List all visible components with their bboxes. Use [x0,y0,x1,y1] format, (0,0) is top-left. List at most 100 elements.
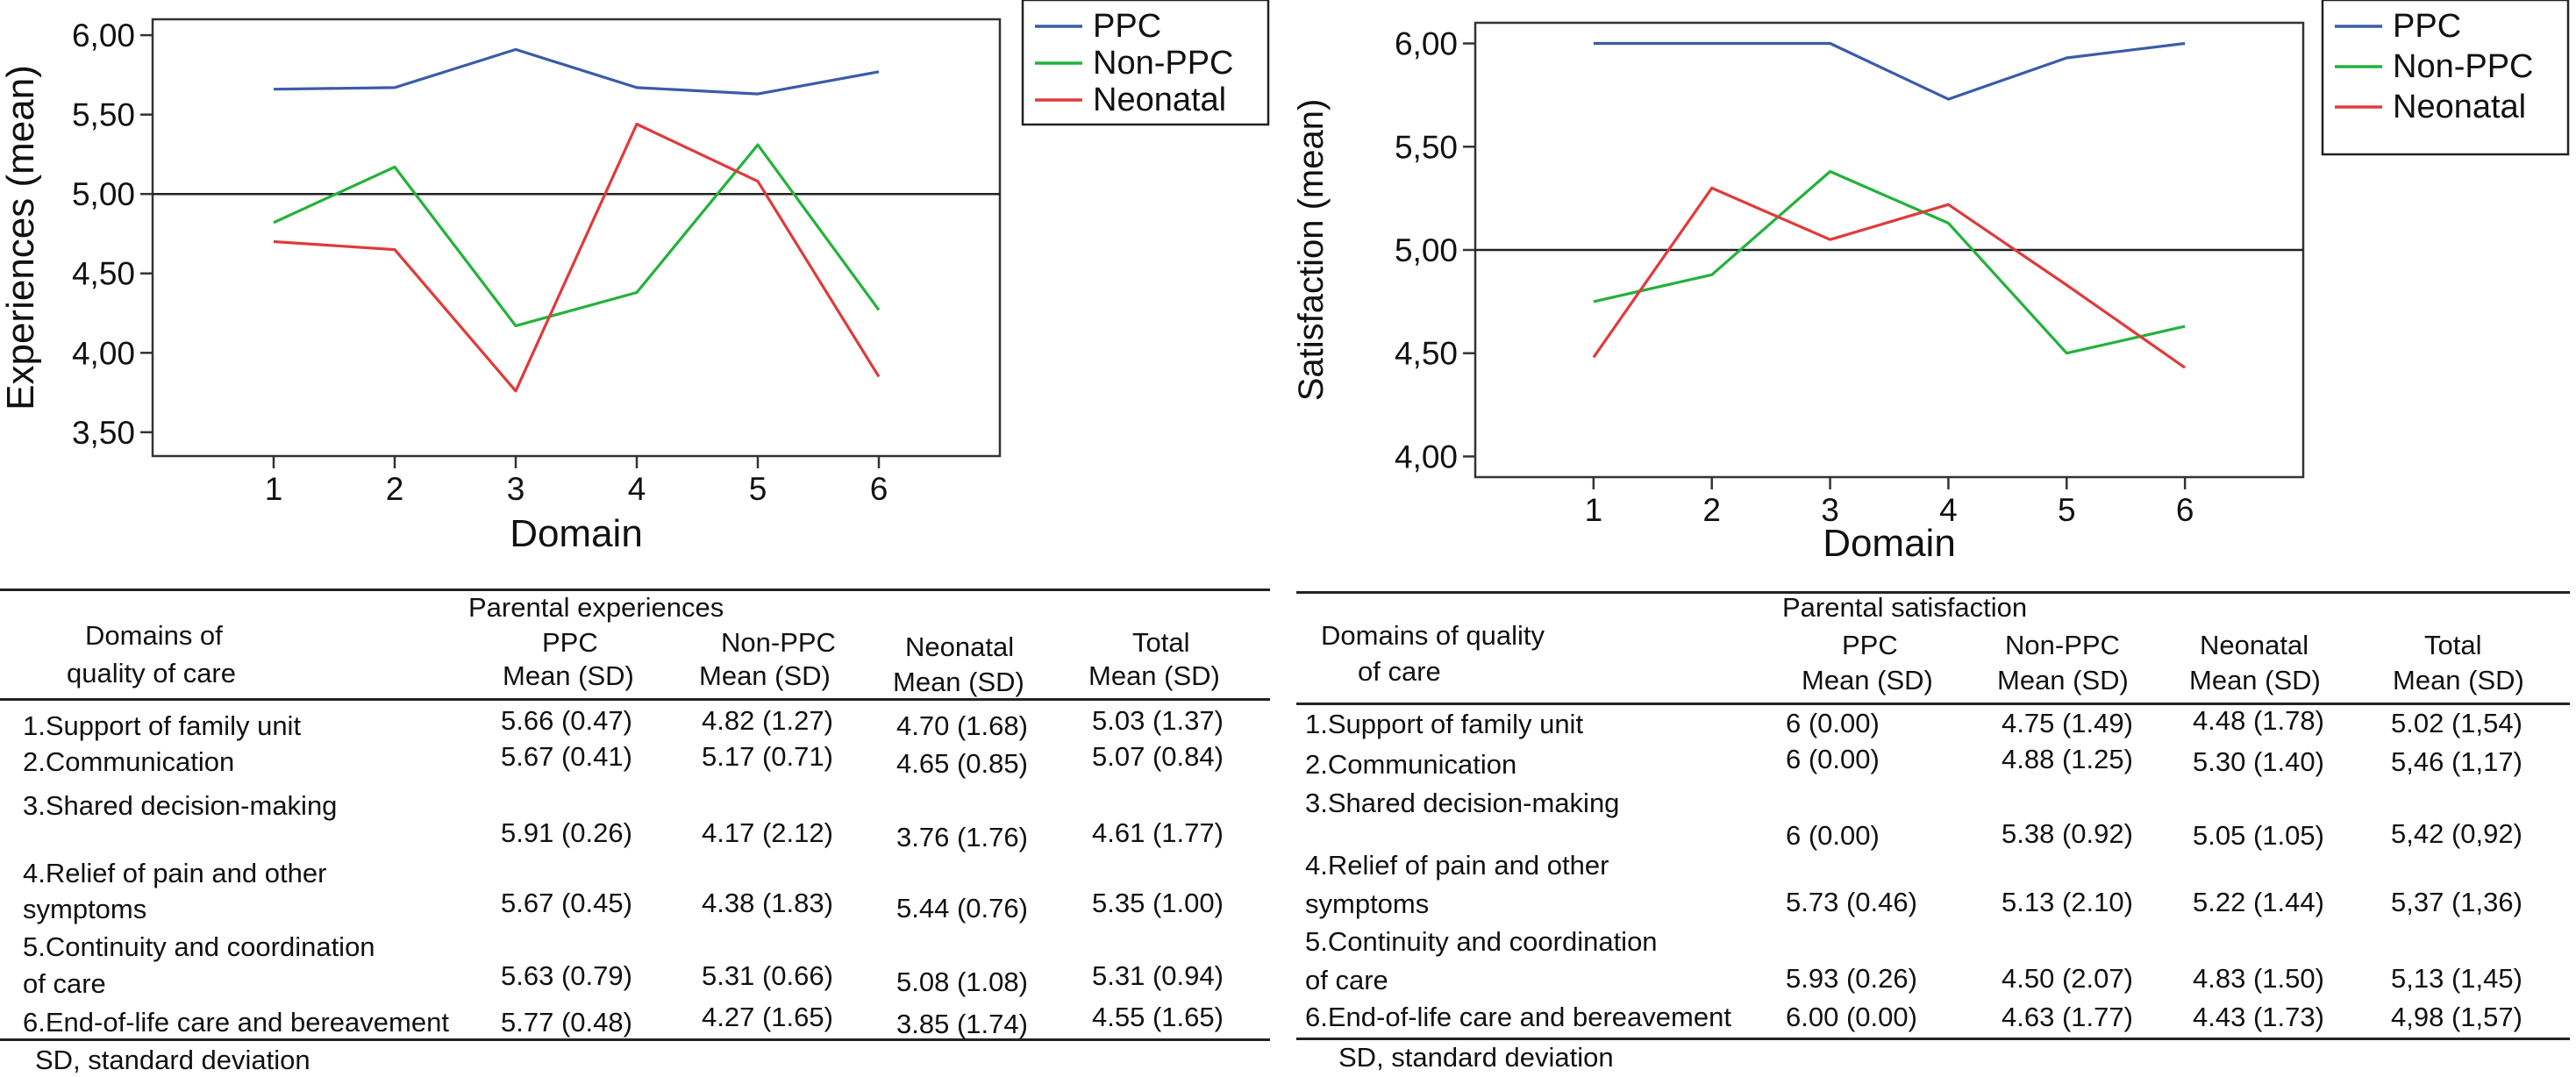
legend-label: PPC [2393,8,2461,45]
series-line-non-ppc [273,143,881,328]
row-4-ppc: 5.67 (0.45) [501,888,632,918]
table-caption: Parental satisfaction [1782,592,2028,623]
row-3-ppc: 5.91 (0.26) [501,817,632,848]
series-line-neonatal [1592,186,2187,369]
row-6-nonppc: 4.27 (1.65) [702,1002,833,1032]
row-1-total: 5.02 (1,54) [2391,708,2522,738]
x-axis-label: Domain [510,512,643,555]
y-tick-label: 4,50 [1395,336,1458,372]
y-tick-label: 3,50 [72,415,135,451]
row-6-neonatal: 3.85 (1.74) [896,1009,1028,1039]
row-3-label: 3.Shared decision-making [23,790,338,821]
table-footnote: SD, standard deviation [35,1045,310,1075]
y-tick-label: 4,00 [72,335,135,371]
col-header-ppc-sub: Mean (SD) [503,660,634,691]
row-6-neonatal: 4.43 (1.73) [2193,1002,2324,1032]
legend-label: Non-PPC [2393,48,2534,85]
legend-label: Neonatal [2393,89,2526,125]
legend-label: PPC [1093,8,1161,45]
row-5-neonatal: 5.08 (1.08) [896,966,1028,997]
x-tick-label: 1 [265,471,283,507]
row-5-label-line-1: 5.Continuity and coordination [23,931,375,962]
row-5-nonppc: 4.50 (2.07) [2002,963,2133,994]
row-1-neonatal: 4.70 (1.68) [896,710,1028,741]
col-header-nonppc: Non-PPC [2005,630,2120,660]
x-tick-label: 1 [1585,492,1603,528]
row-4-nonppc: 4.38 (1.83) [702,888,833,918]
series-line-ppc [273,47,880,96]
y-tick-label: 4,00 [1395,439,1458,474]
row-3-nonppc: 4.17 (2.12) [702,817,833,848]
col-header-neonatal-sub: Mean (SD) [2189,665,2321,695]
row-4-label-line-2: symptoms [1305,888,1430,919]
row-4-neonatal: 5.22 (1.44) [2193,887,2324,917]
legend-label: Neonatal [1093,82,1226,118]
row-3-ppc: 6 (0.00) [1786,820,1880,851]
x-tick-label: 2 [386,471,404,507]
y-tick-label: 4,50 [72,256,135,292]
x-tick-label: 2 [1702,492,1721,528]
row-1-label: 1.Support of family unit [1305,709,1584,739]
row-2-label: 2.Communication [1305,749,1517,780]
x-tick-label: 5 [2058,492,2076,528]
x-axis-label: Domain [1823,522,1956,565]
x-tick-label: 6 [870,471,888,507]
row-2-neonatal: 5.30 (1.40) [2193,746,2324,777]
row-1-nonppc: 4.82 (1.27) [702,705,833,736]
row-header-line-2: quality of care [67,658,236,688]
row-5-ppc: 5.63 (0.79) [501,960,632,991]
row-1-total: 5.03 (1.37) [1092,705,1224,736]
y-tick-label: 6,00 [72,18,135,53]
row-1-nonppc: 4.75 (1.49) [2002,708,2133,738]
row-6-label: 6.End-of-life care and bereavement [1305,1002,1731,1032]
col-header-ppc: PPC [1842,630,1898,660]
row-2-total: 5,46 (1,17) [2391,746,2522,777]
row-3-nonppc: 5.38 (0.92) [2002,818,2133,849]
col-header-ppc-sub: Mean (SD) [1802,665,1933,695]
y-axis-label: Satisfaction (mean) [1292,99,1331,402]
series-line-ppc [1593,41,2186,101]
row-4-label-line-1: 4.Relief of pain and other [23,858,327,888]
table-top-rule [1296,591,2570,594]
row-5-label-line-2: of care [23,968,106,999]
experiences-table: Parental experiences Domains of quality … [0,579,1281,1077]
y-tick-label: 5,00 [1395,232,1458,268]
col-header-total-sub: Mean (SD) [1088,660,1220,691]
row-6-ppc: 6.00 (0.00) [1786,1002,1917,1032]
x-tick-label: 4 [628,471,646,507]
row-4-label-line-1: 4.Relief of pain and other [1305,850,1609,881]
row-4-ppc: 5.73 (0.46) [1786,887,1917,917]
satisfaction-line-chart: 4,00 4,50 5,00 5,50 6,00 1 2 3 4 5 6 Domain Satisfac… [1292,0,2570,565]
table-top-rule [0,588,1270,591]
y-tick-label: 5,50 [1395,129,1458,165]
row-1-label: 1.Support of family unit [23,710,302,741]
row-5-nonppc: 5.31 (0.66) [702,960,833,991]
col-header-nonppc-sub: Mean (SD) [699,660,831,691]
row-6-total: 4,98 (1,57) [2391,1002,2522,1032]
row-6-label: 6.End-of-life care and bereavement [23,1007,449,1038]
col-header-ppc: PPC [542,627,598,658]
row-4-label-line-2: symptoms [23,894,147,924]
row-3-neonatal: 3.76 (1.76) [896,822,1028,852]
y-tick-label: 5,50 [72,97,135,133]
row-1-ppc: 5.66 (0.47) [501,705,632,736]
table-footnote: SD, standard deviation [1338,1042,1614,1073]
x-tick-label: 6 [2176,492,2194,528]
table-header-rule [1296,703,2570,705]
row-header-line-2: of care [1358,656,1441,687]
satisfaction-table: Parental satisfaction Domains of quality… [1296,579,2576,1077]
series-line-neonatal [273,122,881,393]
col-header-total-sub: Mean (SD) [2393,665,2524,695]
table-caption: Parental experiences [468,592,724,623]
row-2-nonppc: 4.88 (1.25) [2002,744,2133,774]
row-5-neonatal: 4.83 (1.50) [2193,963,2324,994]
row-1-ppc: 6 (0.00) [1786,708,1880,738]
row-6-ppc: 5.77 (0.48) [501,1007,632,1038]
row-header-line-1: Domains of [85,620,223,651]
series-line-non-ppc [1593,169,2186,355]
col-header-neonatal: Neonatal [2200,630,2309,660]
col-header-neonatal-sub: Mean (SD) [893,667,1024,697]
row-2-total: 5.07 (0.84) [1092,741,1224,772]
row-2-nonppc: 5.17 (0.71) [702,741,833,772]
col-header-neonatal: Neonatal [905,631,1015,662]
